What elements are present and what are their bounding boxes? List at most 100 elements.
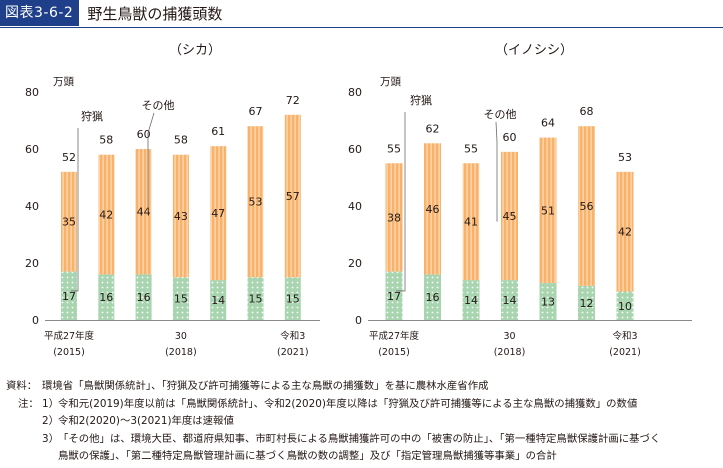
chart1-label-hunting-0: 17 [62, 290, 76, 303]
chart1-ytick-20: 20 [25, 257, 39, 270]
chart1-xtick-6-line2: (2021) [277, 347, 309, 358]
chart1-annotation-hunting: 狩猟 [81, 109, 103, 123]
chart1-label-hunting-5: 15 [249, 293, 263, 306]
chart2-ytick-60: 60 [348, 143, 362, 156]
chart2-label-total-6: 53 [618, 151, 632, 164]
chart2-bar-hunting-4 [539, 282, 557, 320]
chart2-bar-other-2 [462, 163, 480, 281]
chart1-label-hunting-6: 15 [286, 293, 300, 306]
chart1-bar-hunting-5 [247, 277, 264, 320]
chart2-annotation-other: その他 [484, 108, 517, 121]
chart2-bar-other-3 [501, 151, 518, 281]
capture-charts: （シカ） 万頭 0 20 40 60 80 17 35 52 16 42 58 16 44 60 15 43 58 1… [25, 43, 692, 358]
chart2-bar-other-0 [385, 163, 403, 272]
chart2-bar-hunting-0 [385, 271, 403, 320]
chart2-label-hunting-4: 13 [541, 295, 555, 308]
chart2-xtick-3-line1: 30 [503, 331, 515, 342]
note-label: 注： [18, 397, 39, 410]
chart1-xtick-3-line1: 30 [175, 331, 187, 342]
chart2-xtick-0-line1: 平成27年度 [369, 330, 420, 342]
chart1-annotation-hunting-leader [71, 128, 79, 292]
chart1-label-total-6: 72 [286, 94, 300, 107]
note-3-continued: 鳥獣の保護」、「第二種特定鳥獣管理計画に基づく鳥獣の数の調整」及び「指定管理鳥獣… [6, 448, 660, 466]
note-3-text: 「その他」は、環境大臣、都道府県知事、市町村長による鳥獣捕獲許可の中の「被害の防… [58, 432, 661, 445]
chart2-label-hunting-5: 12 [580, 297, 594, 310]
chart1-label-other-4: 47 [211, 207, 225, 220]
chart2-label-other-6: 42 [618, 226, 632, 239]
chart1-bar-hunting-4 [210, 280, 227, 320]
chart2-label-hunting-3: 14 [503, 294, 517, 307]
chart1-label-total-0: 52 [62, 151, 76, 164]
chart2-title: （イノシシ） [495, 43, 573, 58]
source-label: 資料： [6, 380, 38, 392]
chart2-bar-other-4 [539, 137, 557, 283]
chart1-bar-other-1 [98, 154, 115, 275]
chart2-bar-other-5 [578, 126, 595, 286]
chart1-label-total-2: 60 [137, 128, 151, 141]
chart1-label-other-5: 53 [249, 196, 263, 209]
chart2-xtick-6-line2: (2021) [609, 347, 641, 358]
chart2-xtick-3-line2: (2018) [494, 347, 526, 358]
chart1-label-other-0: 35 [62, 216, 76, 229]
chart2-bar-hunting-2 [462, 280, 480, 320]
chart2-ytick-20: 20 [348, 257, 362, 270]
chart2-label-other-4: 51 [541, 204, 555, 217]
chart1-bar-other-3 [172, 154, 189, 278]
source-text: 環境省「鳥獣関係統計」、「狩猟及び許可捕獲等による主な鳥獣の捕獲数」を基に農林水… [42, 380, 489, 392]
chart1-xtick-0-line1: 平成27年度 [44, 330, 95, 342]
chart1-label-hunting-3: 15 [174, 293, 188, 306]
chart2-annotation-other-leader [495, 121, 498, 222]
chart1-label-other-6: 57 [286, 190, 300, 203]
chart1-xtick-6-line1: 令和3 [280, 330, 305, 342]
chart2-ylabel: 万頭 [380, 76, 401, 88]
header-rule [0, 27, 723, 28]
chart2-annotation-hunting: 狩猟 [410, 93, 432, 107]
chart1-label-other-1: 42 [99, 209, 113, 222]
chart1-bar-other-4 [210, 146, 227, 281]
chart1-label-total-1: 58 [99, 134, 113, 147]
figure-label: 図表3-6-2 [0, 0, 80, 26]
chart2-label-other-3: 45 [503, 210, 517, 223]
figure-title: 野生鳥獣の捕獲頭数 [87, 4, 223, 23]
chart2-xtick-6-line1: 令和3 [612, 330, 637, 342]
chart2-label-other-2: 41 [464, 216, 478, 229]
note-2: 2）令和2(2020)～3(2021)年度は速報値 [6, 413, 660, 431]
chart1-bar-hunting-6 [284, 277, 301, 320]
chart1-bar-hunting-1 [98, 274, 115, 320]
chart2-label-hunting-2: 14 [464, 294, 478, 307]
chart2-bar-other-6 [616, 171, 634, 292]
chart2-bar-hunting-5 [578, 285, 595, 320]
chart2-ytick-80: 80 [348, 86, 362, 99]
chart2-ytick-0: 0 [355, 314, 362, 327]
chart2-bar-hunting-3 [501, 280, 518, 320]
chart1-bar-hunting-0 [61, 271, 77, 320]
chart1-ytick-80: 80 [25, 86, 39, 99]
chart1-label-hunting-1: 16 [99, 291, 113, 304]
chart1-label-total-3: 58 [174, 134, 188, 147]
chart1-label-hunting-4: 14 [211, 294, 225, 307]
chart2-label-total-0: 55 [387, 142, 401, 155]
chart2-label-total-5: 68 [580, 105, 594, 118]
chart1-ytick-40: 40 [25, 200, 39, 213]
chart2-label-other-0: 38 [387, 211, 401, 224]
chart2-xtick-0-line2: (2015) [378, 347, 410, 358]
chart1-label-total-5: 67 [249, 105, 263, 118]
chart2-bar-hunting-1 [424, 274, 441, 320]
figure-header: 図表3-6-2 野生鳥獣の捕獲頭数 [0, 0, 222, 26]
note-1-text: 令和元(2019)年度以前は「鳥獣関係統計」、令和2(2020)年度以降は「狩猟… [58, 397, 638, 410]
note-2-text: 令和2(2020)～3(2021)年度は速報値 [58, 415, 234, 427]
chart1-ylabel: 万頭 [53, 76, 74, 88]
chart2-label-total-3: 60 [503, 131, 517, 144]
chart2-bar-hunting-6 [616, 291, 634, 320]
chart1-label-total-4: 61 [211, 125, 225, 138]
chart1-bar-other-5 [247, 126, 264, 278]
chart1-title: （シカ） [169, 43, 221, 58]
chart1-annotation-other-leader [147, 112, 155, 212]
note-3: 3）「その他」は、環境大臣、都道府県知事、市町村長による鳥獣捕獲許可の中の「被害… [6, 431, 660, 449]
chart2-ytick-40: 40 [348, 200, 362, 213]
chart1-label-other-2: 44 [137, 206, 151, 219]
chart2-label-hunting-1: 16 [426, 291, 440, 304]
chart1-bar-hunting-3 [172, 277, 189, 320]
chart2-label-hunting-6: 10 [618, 300, 632, 313]
chart1-bar-other-6 [284, 114, 301, 278]
